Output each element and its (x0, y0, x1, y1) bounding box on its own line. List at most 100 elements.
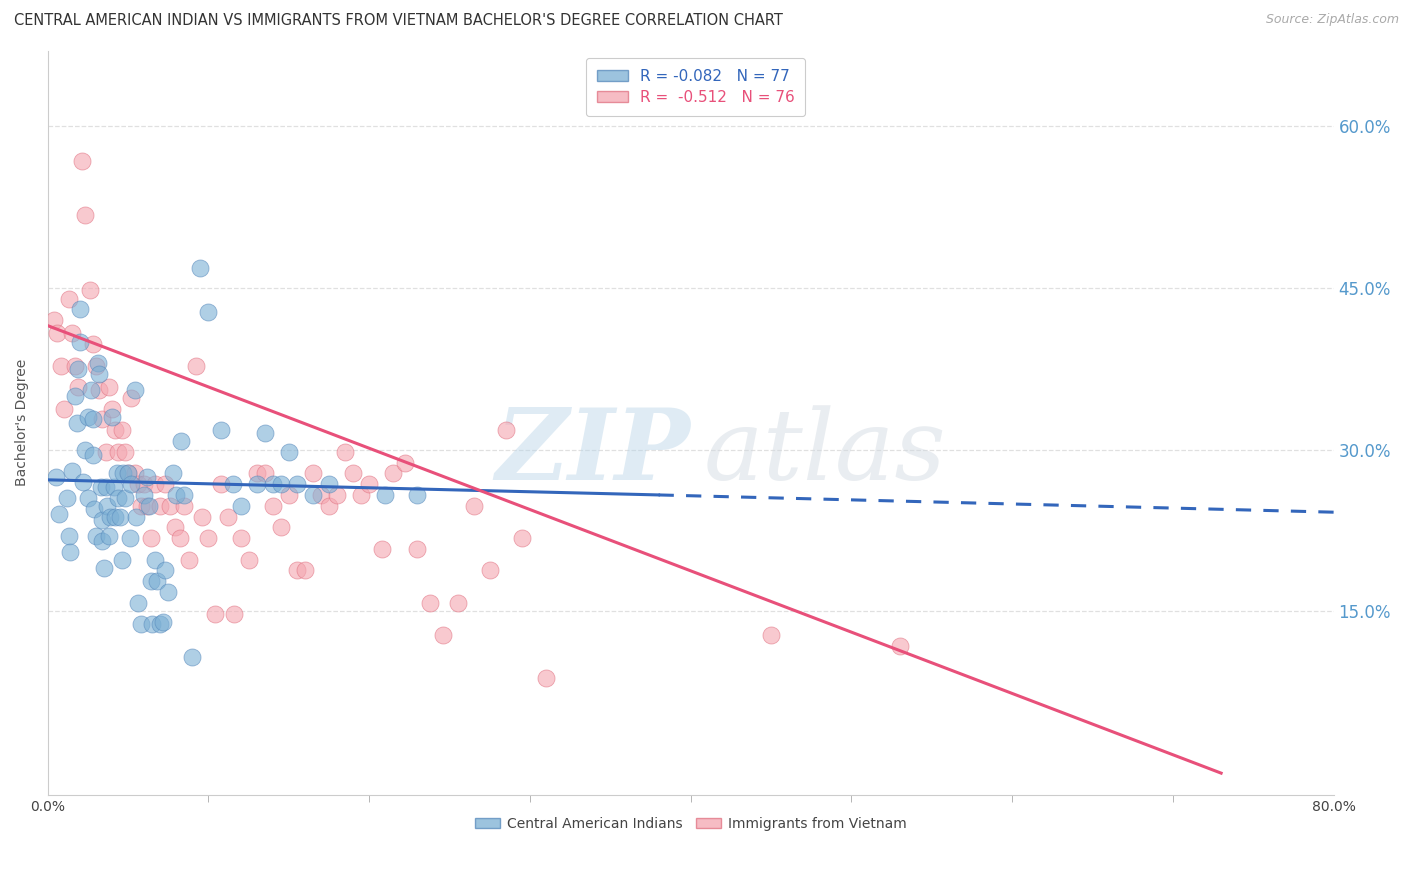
Point (80, 384, 103, 398)
Point (224, 607, 246, 621)
Point (89, 367, 111, 381)
Point (107, 445, 129, 459)
Point (60, 326, 83, 341)
Point (91, 412, 114, 426)
Point (285, 477, 308, 491)
Point (478, 563, 501, 577)
Point (159, 499, 181, 513)
Point (181, 649, 204, 664)
Point (69, 334, 91, 349)
Point (63, 359, 86, 373)
Point (157, 585, 180, 599)
Point (117, 467, 139, 481)
Point (59, 545, 82, 559)
Point (333, 445, 356, 459)
Point (46, 326, 69, 341)
Point (262, 499, 284, 513)
Point (60, 464, 83, 478)
Point (129, 617, 152, 632)
Point (124, 467, 146, 481)
Point (70, 153, 93, 168)
Point (86, 356, 108, 370)
Legend: Central American Indians, Immigrants from Vietnam: Central American Indians, Immigrants fro… (470, 811, 912, 836)
Point (97, 529, 120, 543)
Point (432, 628, 454, 642)
Text: ZIP: ZIP (496, 404, 690, 500)
Point (209, 423, 232, 437)
Point (197, 304, 219, 318)
Point (238, 552, 260, 566)
Point (108, 509, 131, 524)
Point (534, 671, 557, 685)
Point (406, 541, 429, 556)
Point (63, 389, 86, 403)
Point (107, 491, 129, 505)
Point (270, 477, 292, 491)
Point (139, 574, 162, 589)
Point (66, 416, 89, 430)
Point (446, 596, 468, 610)
Point (120, 391, 142, 405)
Point (117, 467, 139, 481)
Point (326, 488, 349, 502)
Point (309, 488, 332, 502)
Point (58, 292, 80, 306)
Point (82, 412, 104, 426)
Point (371, 541, 394, 556)
Point (90, 480, 112, 494)
Point (463, 499, 485, 513)
Point (44, 313, 66, 327)
Point (96, 499, 118, 513)
Point (246, 467, 269, 481)
Point (173, 499, 195, 513)
Point (104, 423, 127, 437)
Point (100, 509, 122, 524)
Point (184, 359, 207, 373)
Point (49, 359, 72, 373)
Point (350, 488, 373, 502)
Point (277, 488, 299, 502)
Point (56, 491, 79, 505)
Point (165, 488, 187, 502)
Point (302, 467, 325, 481)
Point (294, 563, 316, 577)
Point (229, 531, 252, 545)
Point (153, 563, 176, 577)
Point (145, 477, 167, 491)
Point (217, 509, 239, 524)
Point (124, 384, 146, 398)
Point (84, 359, 107, 373)
Text: atlas: atlas (703, 405, 946, 500)
Point (82, 337, 104, 351)
Point (253, 467, 276, 481)
Point (48, 508, 70, 522)
Point (120, 477, 142, 491)
Point (77, 410, 100, 425)
Point (318, 499, 340, 513)
Point (77, 491, 100, 505)
Point (169, 531, 191, 545)
Point (162, 467, 184, 481)
Point (101, 401, 124, 416)
Point (89, 384, 111, 398)
Point (145, 552, 167, 566)
Point (125, 509, 148, 524)
Text: Source: ZipAtlas.com: Source: ZipAtlas.com (1265, 13, 1399, 27)
Point (173, 488, 195, 502)
Point (127, 477, 149, 491)
Point (229, 499, 252, 513)
Point (277, 445, 299, 459)
Point (191, 509, 214, 524)
Point (138, 499, 160, 513)
Point (889, 639, 911, 653)
Point (374, 488, 396, 502)
Point (253, 426, 276, 441)
Point (318, 477, 340, 491)
Point (103, 480, 125, 494)
Point (152, 615, 174, 630)
Point (101, 410, 124, 425)
Point (149, 499, 172, 513)
Point (52, 401, 75, 416)
Point (111, 552, 134, 566)
Point (419, 596, 441, 610)
